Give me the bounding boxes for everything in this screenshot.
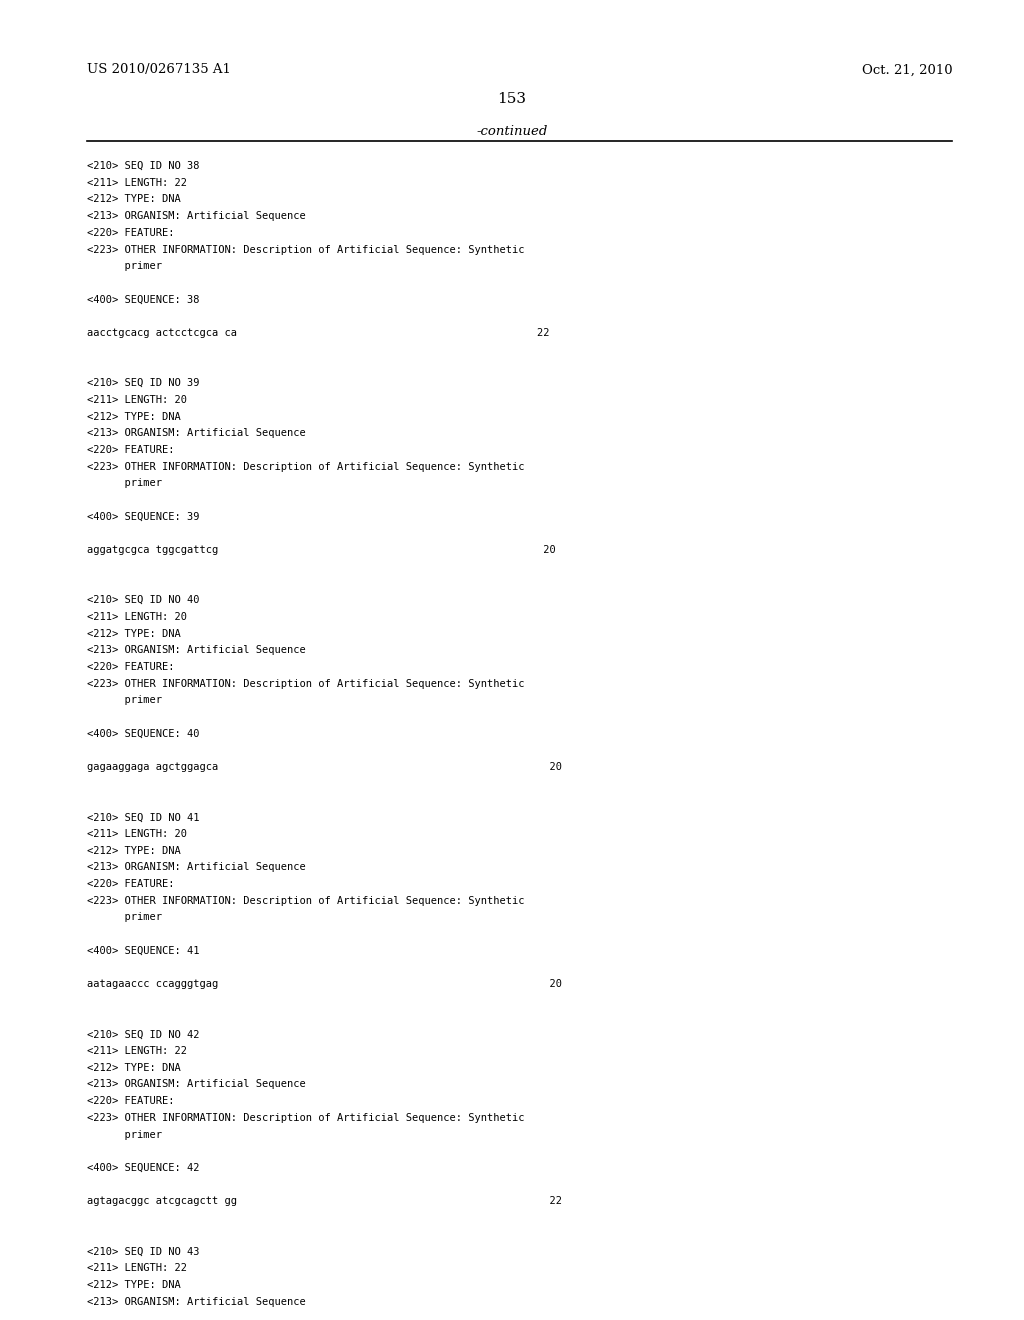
Text: <220> FEATURE:: <220> FEATURE: — [87, 879, 174, 890]
Text: primer: primer — [87, 696, 162, 705]
Text: <400> SEQUENCE: 42: <400> SEQUENCE: 42 — [87, 1163, 200, 1173]
Text: <211> LENGTH: 22: <211> LENGTH: 22 — [87, 1263, 187, 1272]
Text: <210> SEQ ID NO 41: <210> SEQ ID NO 41 — [87, 812, 200, 822]
Text: <211> LENGTH: 20: <211> LENGTH: 20 — [87, 829, 187, 840]
Text: <213> ORGANISM: Artificial Sequence: <213> ORGANISM: Artificial Sequence — [87, 428, 306, 438]
Text: <211> LENGTH: 22: <211> LENGTH: 22 — [87, 178, 187, 187]
Text: <211> LENGTH: 20: <211> LENGTH: 20 — [87, 612, 187, 622]
Text: <220> FEATURE:: <220> FEATURE: — [87, 1096, 174, 1106]
Text: gagaaggaga agctggagca                                                     20: gagaaggaga agctggagca 20 — [87, 762, 562, 772]
Text: <212> TYPE: DNA: <212> TYPE: DNA — [87, 412, 181, 421]
Text: <213> ORGANISM: Artificial Sequence: <213> ORGANISM: Artificial Sequence — [87, 862, 306, 873]
Text: <220> FEATURE:: <220> FEATURE: — [87, 663, 174, 672]
Text: <210> SEQ ID NO 39: <210> SEQ ID NO 39 — [87, 378, 200, 388]
Text: <213> ORGANISM: Artificial Sequence: <213> ORGANISM: Artificial Sequence — [87, 1080, 306, 1089]
Text: primer: primer — [87, 912, 162, 923]
Text: <211> LENGTH: 22: <211> LENGTH: 22 — [87, 1045, 187, 1056]
Text: <400> SEQUENCE: 40: <400> SEQUENCE: 40 — [87, 729, 200, 739]
Text: <223> OTHER INFORMATION: Description of Artificial Sequence: Synthetic: <223> OTHER INFORMATION: Description of … — [87, 896, 524, 906]
Text: <212> TYPE: DNA: <212> TYPE: DNA — [87, 194, 181, 205]
Text: US 2010/0267135 A1: US 2010/0267135 A1 — [87, 63, 231, 77]
Text: <212> TYPE: DNA: <212> TYPE: DNA — [87, 1280, 181, 1290]
Text: <223> OTHER INFORMATION: Description of Artificial Sequence: Synthetic: <223> OTHER INFORMATION: Description of … — [87, 244, 524, 255]
Text: agtagacggc atcgcagctt gg                                                  22: agtagacggc atcgcagctt gg 22 — [87, 1196, 562, 1206]
Text: <223> OTHER INFORMATION: Description of Artificial Sequence: Synthetic: <223> OTHER INFORMATION: Description of … — [87, 1113, 524, 1123]
Text: aacctgcacg actcctcgca ca                                                22: aacctgcacg actcctcgca ca 22 — [87, 327, 550, 338]
Text: <400> SEQUENCE: 39: <400> SEQUENCE: 39 — [87, 512, 200, 521]
Text: <223> OTHER INFORMATION: Description of Artificial Sequence: Synthetic: <223> OTHER INFORMATION: Description of … — [87, 462, 524, 471]
Text: primer: primer — [87, 261, 162, 271]
Text: <213> ORGANISM: Artificial Sequence: <213> ORGANISM: Artificial Sequence — [87, 645, 306, 655]
Text: primer: primer — [87, 1130, 162, 1139]
Text: <400> SEQUENCE: 38: <400> SEQUENCE: 38 — [87, 294, 200, 305]
Text: <210> SEQ ID NO 42: <210> SEQ ID NO 42 — [87, 1030, 200, 1039]
Text: primer: primer — [87, 478, 162, 488]
Text: <400> SEQUENCE: 41: <400> SEQUENCE: 41 — [87, 946, 200, 956]
Text: Oct. 21, 2010: Oct. 21, 2010 — [861, 63, 952, 77]
Text: <211> LENGTH: 20: <211> LENGTH: 20 — [87, 395, 187, 405]
Text: <210> SEQ ID NO 38: <210> SEQ ID NO 38 — [87, 161, 200, 172]
Text: aggatgcgca tggcgattcg                                                    20: aggatgcgca tggcgattcg 20 — [87, 545, 556, 556]
Text: <220> FEATURE:: <220> FEATURE: — [87, 228, 174, 238]
Text: <210> SEQ ID NO 43: <210> SEQ ID NO 43 — [87, 1246, 200, 1257]
Text: <212> TYPE: DNA: <212> TYPE: DNA — [87, 628, 181, 639]
Text: <210> SEQ ID NO 40: <210> SEQ ID NO 40 — [87, 595, 200, 605]
Text: <220> FEATURE:: <220> FEATURE: — [87, 445, 174, 455]
Text: <213> ORGANISM: Artificial Sequence: <213> ORGANISM: Artificial Sequence — [87, 211, 306, 222]
Text: <213> ORGANISM: Artificial Sequence: <213> ORGANISM: Artificial Sequence — [87, 1296, 306, 1307]
Text: -continued: -continued — [476, 125, 548, 139]
Text: <223> OTHER INFORMATION: Description of Artificial Sequence: Synthetic: <223> OTHER INFORMATION: Description of … — [87, 678, 524, 689]
Text: <212> TYPE: DNA: <212> TYPE: DNA — [87, 846, 181, 855]
Text: aatagaaccc ccagggtgag                                                     20: aatagaaccc ccagggtgag 20 — [87, 979, 562, 989]
Text: 153: 153 — [498, 92, 526, 107]
Text: <212> TYPE: DNA: <212> TYPE: DNA — [87, 1063, 181, 1073]
